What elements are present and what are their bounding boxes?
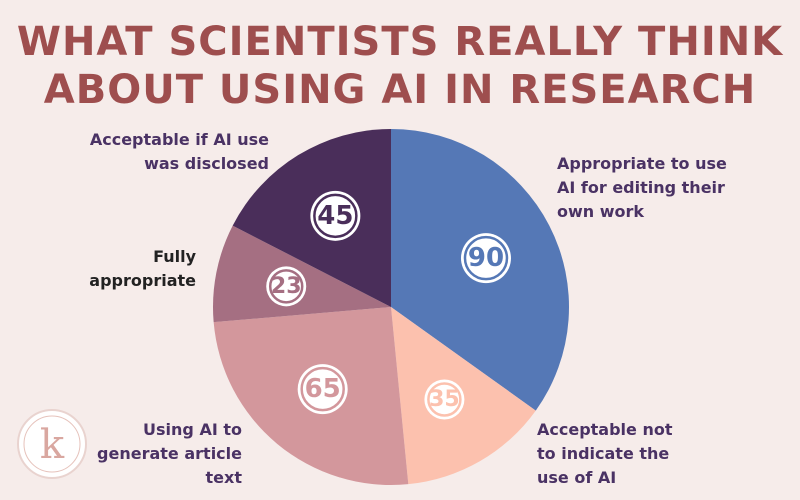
badge-inner-ring [427, 382, 462, 417]
pie-value-label-not-indicate: 35 [429, 387, 460, 412]
badge-inner-ring [300, 366, 345, 412]
label-generate-line-1: Using AI to [143, 420, 242, 439]
badge-inner-ring [268, 269, 304, 304]
page-title-line-1: WHAT SCIENTISTS REALLY THINK [16, 19, 784, 65]
pie-value-badge-editing: 90 [460, 233, 511, 284]
label-disclosed-line-1: Acceptable if AI use [89, 130, 269, 149]
pie-value-badge-generate: 65 [297, 364, 348, 415]
label-disclosed-line-2: was disclosed [144, 154, 269, 173]
label-fully-line-2: appropriate [89, 271, 196, 290]
label-disclosed: Acceptable if AI use was disclosed [90, 128, 269, 176]
label-not-indicate-line-1: Acceptable not [537, 420, 673, 439]
pie-value-label-disclosed: 45 [317, 201, 353, 231]
label-generate: Using AI to generate article text [97, 418, 242, 490]
svg-text:k: k [40, 422, 65, 468]
label-editing-line-1: Appropriate to use [557, 154, 727, 173]
label-not-indicate-line-3: use of AI [537, 468, 617, 487]
label-not-indicate: Acceptable not to indicate the use of AI [537, 418, 673, 490]
badge-outer-ring [266, 266, 307, 307]
label-editing-line-2: AI for editing their [557, 178, 725, 197]
label-not-indicate-line-2: to indicate the [537, 444, 670, 463]
label-editing: Appropriate to use AI for editing their … [557, 152, 727, 224]
pie-value-badge-disclosed: 45 [310, 190, 361, 241]
label-fully: Fully appropriate [89, 245, 196, 293]
badge-outer-ring [297, 364, 348, 415]
label-editing-line-3: own work [557, 202, 645, 221]
page-title-line-2: ABOUT USING AI IN RESEARCH [43, 67, 757, 113]
label-generate-line-3: text [205, 468, 242, 487]
badge-outer-ring [460, 233, 511, 284]
page-title: WHAT SCIENTISTS REALLY THINK ABOUT USING… [0, 18, 800, 114]
badge-outer-ring [424, 379, 465, 420]
label-fully-line-1: Fully [153, 247, 196, 266]
label-generate-line-2: generate article [97, 444, 242, 463]
pie-value-label-fully: 23 [271, 274, 302, 299]
badge-inner-ring [313, 193, 358, 239]
pie-value-label-generate: 65 [305, 374, 341, 404]
badge-inner-ring [463, 235, 509, 281]
badge-outer-ring [310, 190, 361, 241]
pie-slice-fully [213, 225, 391, 323]
pie-value-label-editing: 90 [468, 243, 504, 273]
k-logo-icon: k [17, 409, 87, 479]
pie-value-badge-not-indicate: 35 [424, 379, 465, 420]
pie-value-badge-fully: 23 [266, 266, 307, 307]
